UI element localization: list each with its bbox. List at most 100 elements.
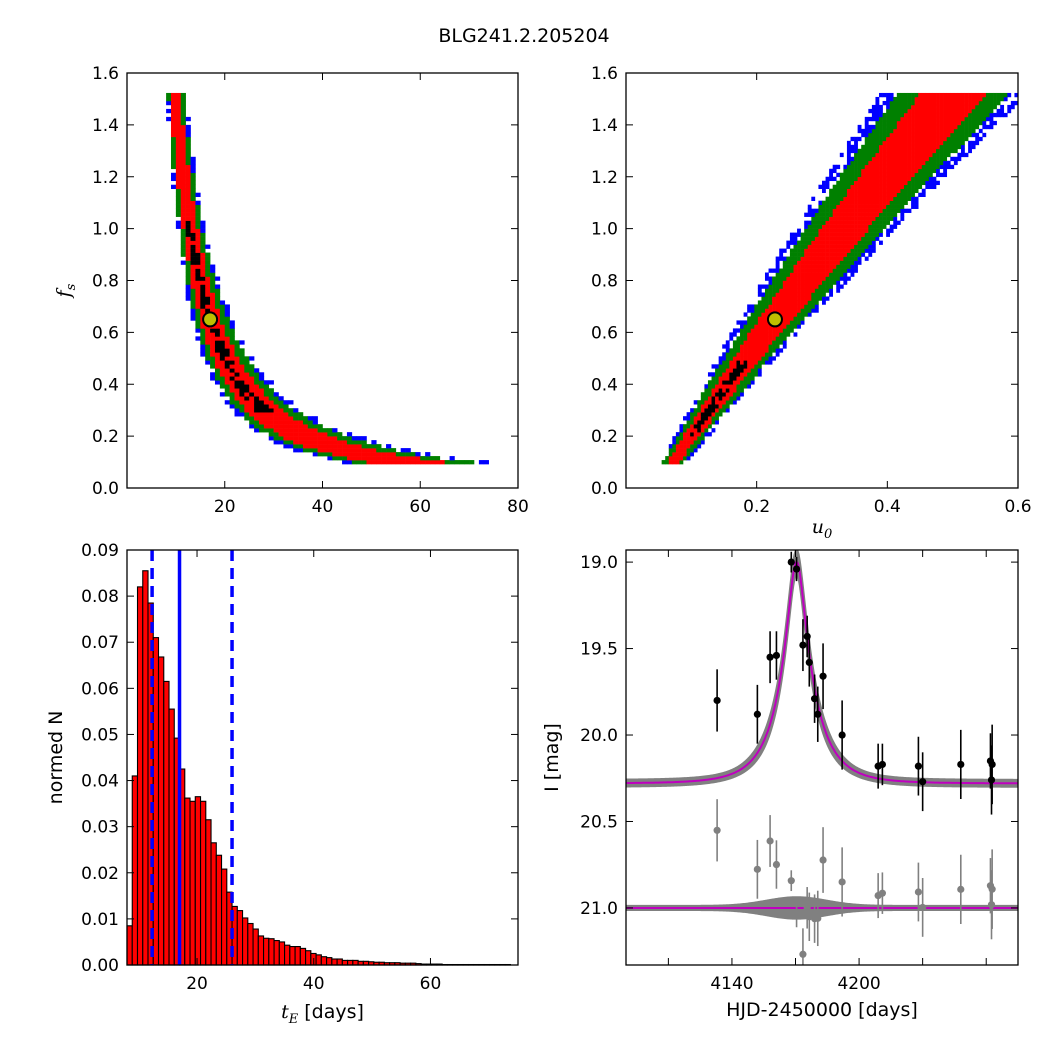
heatmap-cell [170,112,177,118]
heatmap-cell [761,332,766,337]
heatmap-cell [239,392,245,397]
heatmap-cell [229,372,235,377]
heatmap-cell [704,432,709,437]
heatmap-cell [832,224,837,229]
heatmap-cell [175,212,182,217]
heatmap-cell [850,144,855,150]
figure-title: BLG241.2.205204 [438,25,609,47]
heatmap-cell [747,320,752,325]
heatmap-cell [740,388,744,393]
heatmap-cell [715,420,719,425]
heatmap-cell [829,200,833,205]
heatmap-cell [871,156,876,162]
y-tick-label: 20.5 [580,812,618,832]
heatmap-cell [700,432,705,437]
heatmap-cell [263,400,270,405]
heatmap-cell [782,316,787,321]
heatmap-cell [864,224,869,229]
heatmap-cell [273,436,279,441]
heatmap-cell [982,120,987,126]
heatmap-cell [918,96,923,102]
heatmap-cell [740,328,744,333]
heatmap-cell [807,240,812,245]
heatmap-cell [732,376,737,381]
heatmap-cell [896,200,901,205]
heatmap-cell [889,96,894,102]
heatmap-cell [871,172,876,178]
heatmap-cell [822,220,826,225]
heatmap-cell [234,412,240,417]
heatmap-cell [239,400,245,405]
heatmap-cell [950,104,955,110]
histogram-bar [205,819,212,966]
heatmap-cell [224,356,230,361]
heatmap-cell [249,424,255,429]
heatmap-cell [190,304,196,309]
heatmap-cell [200,296,206,301]
heatmap-cell [822,208,826,213]
heatmap-cell [386,456,392,461]
heatmap-cell [907,132,912,138]
heatmap-cell [857,220,862,225]
heatmap-cell [907,208,912,213]
heatmap-cell [943,160,948,166]
heatmap-cell [775,276,780,281]
heatmap-cell [957,100,962,106]
heatmap-cell [950,156,955,162]
heatmap-cell [386,444,392,449]
heatmap-cell [928,156,933,162]
heatmap-cell [775,296,780,301]
heatmap-cell [921,100,926,106]
heatmap-cell [832,240,837,245]
heatmap-cell [190,260,196,265]
heatmap-cell [921,124,926,130]
heatmap-cell [278,416,284,421]
heatmap-cell [180,176,186,182]
heatmap-cell [857,228,862,233]
heatmap-cell [239,408,245,413]
heatmap-cell [170,132,177,138]
heatmap-cell [936,128,940,134]
heatmap-cell [868,140,873,146]
heatmap-cell [789,312,794,317]
data-point [878,760,886,769]
heatmap-cell [857,236,862,241]
heatmap-cell [420,456,426,461]
heatmap-cell [900,176,905,182]
heatmap-cell [410,452,416,457]
heatmap-cell [732,392,737,397]
heatmap-cell [971,128,976,134]
residual-point [838,878,846,886]
heatmap-cell [740,360,744,365]
heatmap-cell [854,212,858,217]
heatmap-cell [200,260,206,265]
histogram-bar [247,922,254,966]
heatmap-cell [697,408,702,413]
heatmap-cell [921,188,926,194]
heatmap-cell [166,108,172,114]
heatmap-cell [871,204,876,209]
heatmap-cell [879,148,883,154]
heatmap-cell [903,208,908,213]
heatmap-cell [675,452,680,457]
heatmap-cell [180,132,186,138]
heatmap-cell [868,132,873,138]
heatmap-cell [953,128,958,134]
heatmap-cell [879,116,883,122]
heatmap-cell [946,92,951,98]
heatmap-cell [298,424,304,429]
y-tick-label: 0.09 [81,541,119,561]
heatmap-cell [918,148,923,154]
heatmap-cell [704,424,709,429]
heatmap-cell [903,192,908,198]
heatmap-cell [210,304,216,309]
heatmap-cell [750,348,755,353]
heatmap-cell [205,288,211,293]
heatmap-cell [939,144,944,150]
heatmap-cell [896,204,901,209]
heatmap-cell [205,336,211,341]
histogram-bar [294,946,301,966]
heatmap-cell [190,256,196,261]
heatmap-cell [943,144,948,150]
heatmap-cell [185,216,191,221]
